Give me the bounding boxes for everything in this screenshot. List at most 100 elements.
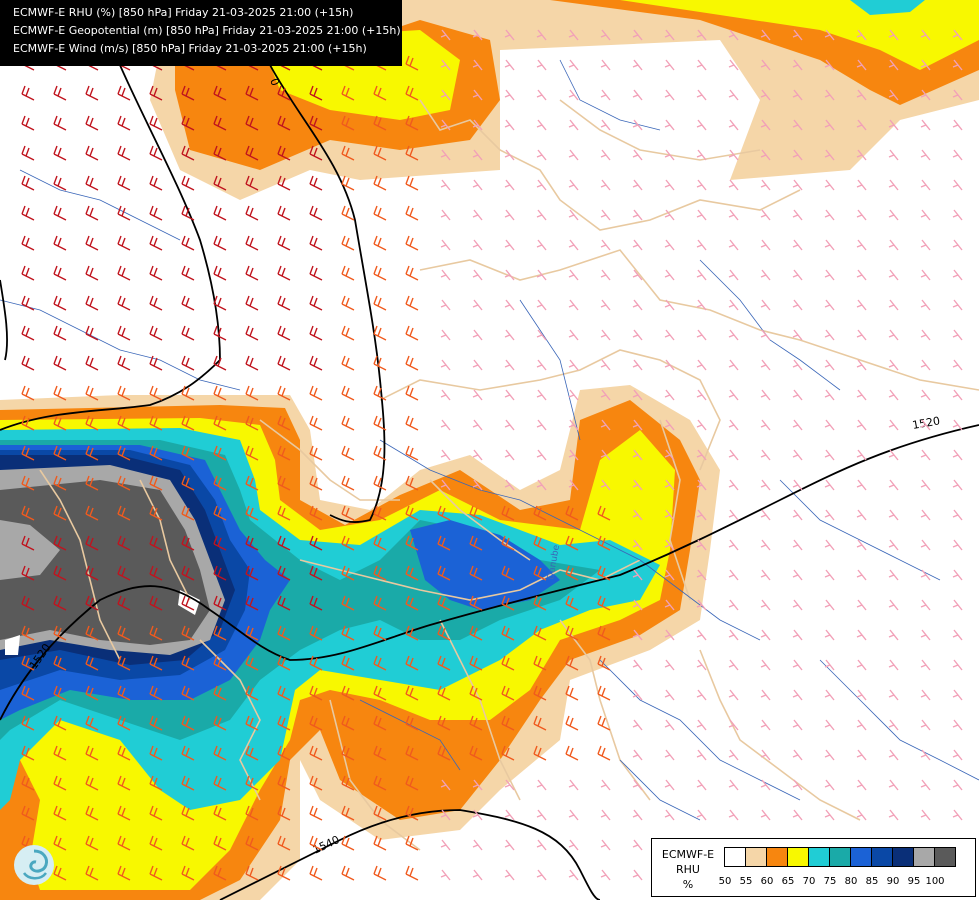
wind-barb-168 xyxy=(53,205,67,221)
wind-barb-528 xyxy=(53,565,67,581)
wind-barb-801 xyxy=(149,835,163,851)
legend-swatches xyxy=(724,847,956,867)
wind-barb-337 xyxy=(664,359,675,371)
wind-barb-442 xyxy=(181,475,195,491)
wind-barb-242 xyxy=(504,269,515,281)
wind-barb-435 xyxy=(920,449,931,461)
wind-barb-499 xyxy=(85,535,99,551)
wind-barb-333 xyxy=(536,359,547,371)
wind-barb-328 xyxy=(373,355,387,371)
wind-barb-31 xyxy=(472,59,483,71)
wind-barb-45 xyxy=(920,59,931,71)
wind-barb-177 xyxy=(341,205,355,221)
legend-label-95: 95 xyxy=(907,876,921,887)
wind-barb-799 xyxy=(85,835,99,851)
wind-barb-680 xyxy=(117,715,131,731)
wind-barb-63 xyxy=(536,89,547,101)
wind-barb-6 xyxy=(632,29,643,41)
wind-barb-755 xyxy=(600,779,611,791)
wind-barb-196 xyxy=(952,209,963,221)
wind-barb-759 xyxy=(728,779,739,791)
wind-barb-493 xyxy=(856,509,867,521)
wind-barb-726 xyxy=(632,749,643,761)
wind-barb-794 xyxy=(888,809,899,821)
wind-barb-388 xyxy=(373,415,387,431)
wind-barb-252 xyxy=(824,269,835,281)
wind-barb-628 xyxy=(373,655,387,671)
wind-barb-500 xyxy=(117,535,131,551)
wind-barb-465 xyxy=(920,479,931,491)
wind-barb-244 xyxy=(568,269,579,281)
wind-barb-219 xyxy=(728,239,739,251)
wind-barb-145 xyxy=(277,175,291,191)
wind-barb-819 xyxy=(85,865,99,881)
rhu-70-topright xyxy=(850,0,925,15)
wind-barb-304 xyxy=(568,329,579,341)
wind-barb-235 xyxy=(277,265,291,281)
wind-barb-490 xyxy=(760,509,771,521)
wind-barb-749 xyxy=(405,775,419,791)
wind-barb-381 xyxy=(149,415,163,431)
wind-barb-305 xyxy=(600,329,611,341)
legend-swatch-100 xyxy=(934,847,956,867)
legend-label-65: 65 xyxy=(781,876,795,887)
wind-barb-609 xyxy=(728,629,739,641)
wind-barb-308 xyxy=(696,329,707,341)
wind-barb-9 xyxy=(728,29,739,41)
legend-swatch-95 xyxy=(913,847,935,867)
wind-barb-216 xyxy=(632,239,643,251)
wind-barb-787 xyxy=(664,809,675,821)
wind-barb-705 xyxy=(920,719,931,731)
wind-barb-625 xyxy=(277,655,291,671)
wind-barb-445 xyxy=(277,475,291,491)
wind-barb-148 xyxy=(373,175,387,191)
wind-barb-62 xyxy=(504,89,515,101)
wind-barb-727 xyxy=(664,749,675,761)
wind-barb-675 xyxy=(920,689,931,701)
wind-barb-638 xyxy=(696,659,707,671)
wind-barb-147 xyxy=(341,175,355,191)
wind-barb-190 xyxy=(760,209,771,221)
wind-barb-686 xyxy=(309,715,323,731)
wind-barb-707 xyxy=(21,745,35,761)
wind-barb-639 xyxy=(728,659,739,671)
wind-barb-232 xyxy=(181,265,195,281)
wind-barb-40 xyxy=(760,59,771,71)
wind-barb-367 xyxy=(664,389,675,401)
wind-barb-149 xyxy=(405,175,419,191)
wind-barb-538 xyxy=(373,565,387,581)
wind-barb-543 xyxy=(533,565,547,581)
wind-barb-32 xyxy=(504,59,515,71)
wind-barb-95 xyxy=(600,119,611,131)
legend-label-50: 50 xyxy=(718,876,732,887)
wind-barb-166 xyxy=(952,179,963,191)
wind-barb-185 xyxy=(600,209,611,221)
wind-barb-627 xyxy=(341,655,355,671)
wind-barb-119 xyxy=(405,145,419,161)
wind-barb-530 xyxy=(117,565,131,581)
wind-barb-789 xyxy=(728,809,739,821)
wind-barb-802 xyxy=(181,835,195,851)
wind-barb-76 xyxy=(952,89,963,101)
wind-barb-440 xyxy=(117,475,131,491)
wind-barb-401 xyxy=(792,419,803,431)
wind-barb-101 xyxy=(792,119,803,131)
legend-title-variable: RHU xyxy=(676,863,700,876)
wind-barb-637 xyxy=(664,659,675,671)
wind-barb-48 xyxy=(53,85,67,101)
wind-barb-287 xyxy=(21,325,35,341)
wind-barb-451 xyxy=(472,479,483,491)
wind-barb-121 xyxy=(472,149,483,161)
wind-barb-11 xyxy=(792,29,803,41)
wind-barb-601 xyxy=(469,625,483,641)
wind-barb-100 xyxy=(760,119,771,131)
wind-barb-516 xyxy=(632,539,643,551)
wind-barb-555 xyxy=(920,569,931,581)
wind-barb-291 xyxy=(149,325,163,341)
wind-barb-93 xyxy=(536,119,547,131)
wind-barb-452 xyxy=(504,479,515,491)
wind-barb-821 xyxy=(149,865,163,881)
wind-barb-477 xyxy=(341,505,355,521)
wind-barb-608 xyxy=(696,629,707,641)
wind-barb-597 xyxy=(341,625,355,641)
